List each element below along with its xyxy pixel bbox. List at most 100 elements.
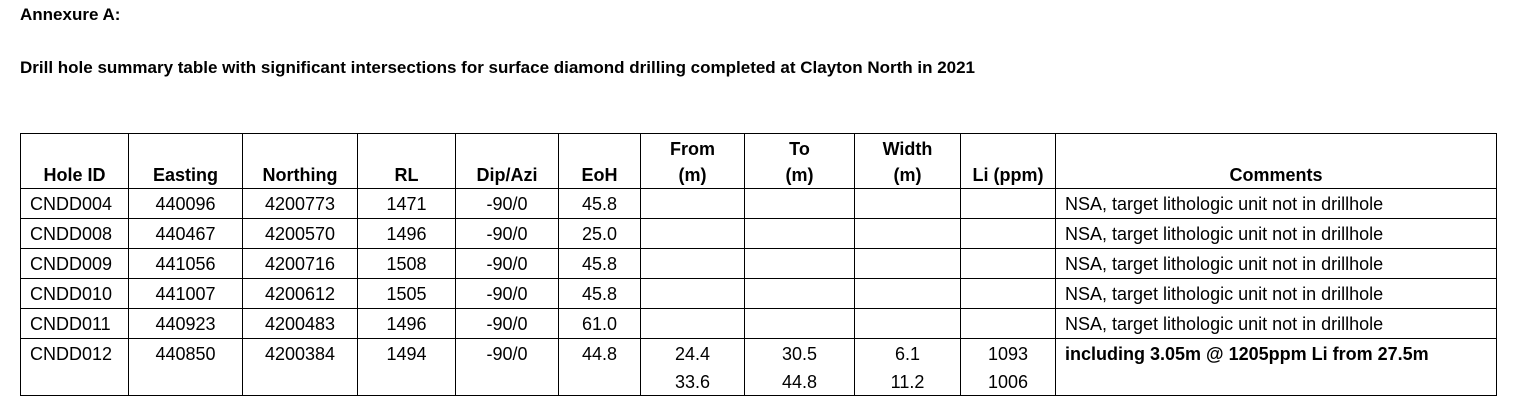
cell-to: 44.8	[744, 368, 855, 396]
cell-dip-azi: -90/0	[455, 218, 559, 249]
cell-from	[640, 308, 745, 339]
cell-northing: 4200716	[242, 248, 358, 279]
cell-width: 11.2	[854, 368, 961, 396]
cell-dip-azi: -90/0	[455, 248, 559, 279]
cell-width: 6.1	[854, 338, 961, 368]
cell-eoh: 45.8	[558, 278, 641, 309]
cell-northing: 4200570	[242, 218, 358, 249]
cell-comments: NSA, target lithologic unit not in drill…	[1055, 248, 1497, 279]
cell-comments: NSA, target lithologic unit not in drill…	[1055, 308, 1497, 339]
cell-width	[854, 248, 961, 279]
header-to-line2: (m)	[785, 165, 814, 185]
cell-eoh: 44.8	[558, 338, 641, 368]
cell-li	[960, 218, 1056, 249]
cell-dip-azi	[455, 368, 559, 396]
cell-eoh: 61.0	[558, 308, 641, 339]
header-northing: Northing	[242, 133, 358, 189]
cell-li: 1006	[960, 368, 1056, 396]
cell-li	[960, 188, 1056, 219]
table-row: CNDD011 440923 4200483 1496 -90/0 61.0 N…	[20, 308, 1497, 339]
table-header-row: Hole ID Easting Northing RL Dip/Azi EoH …	[20, 133, 1497, 189]
header-hole-id: Hole ID	[20, 133, 129, 189]
cell-to	[744, 248, 855, 279]
cell-eoh: 45.8	[558, 248, 641, 279]
cell-comments: NSA, target lithologic unit not in drill…	[1055, 218, 1497, 249]
header-from: From (m)	[640, 133, 745, 189]
cell-width	[854, 218, 961, 249]
cell-eoh: 45.8	[558, 188, 641, 219]
cell-northing	[242, 368, 358, 396]
table-row: CNDD012 440850 4200384 1494 -90/0 44.8 2…	[20, 338, 1497, 368]
header-from-line2: (m)	[678, 165, 707, 185]
cell-comments: NSA, target lithologic unit not in drill…	[1055, 188, 1497, 219]
cell-rl: 1494	[357, 338, 456, 368]
cell-hole-id: CNDD004	[20, 188, 129, 219]
header-to: To (m)	[744, 133, 855, 189]
cell-rl: 1496	[357, 218, 456, 249]
header-eoh: EoH	[558, 133, 641, 189]
cell-width	[854, 278, 961, 309]
header-width: Width (m)	[854, 133, 961, 189]
cell-to	[744, 188, 855, 219]
header-rl: RL	[357, 133, 456, 189]
cell-width	[854, 188, 961, 219]
cell-easting	[128, 368, 243, 396]
cell-from	[640, 248, 745, 279]
cell-hole-id: CNDD010	[20, 278, 129, 309]
cell-easting: 440923	[128, 308, 243, 339]
cell-eoh: 25.0	[558, 218, 641, 249]
cell-easting: 440467	[128, 218, 243, 249]
header-width-line2: (m)	[893, 165, 922, 185]
cell-easting: 441007	[128, 278, 243, 309]
cell-li	[960, 278, 1056, 309]
cell-to	[744, 218, 855, 249]
cell-northing: 4200483	[242, 308, 358, 339]
cell-dip-azi: -90/0	[455, 188, 559, 219]
cell-northing: 4200773	[242, 188, 358, 219]
cell-easting: 440850	[128, 338, 243, 368]
cell-from	[640, 278, 745, 309]
cell-from	[640, 188, 745, 219]
cell-to	[744, 308, 855, 339]
cell-comments: NSA, target lithologic unit not in drill…	[1055, 278, 1497, 309]
cell-dip-azi: -90/0	[455, 278, 559, 309]
cell-dip-azi: -90/0	[455, 308, 559, 339]
cell-eoh	[558, 368, 641, 396]
cell-width	[854, 308, 961, 339]
cell-comments: including 3.05m @ 1205ppm Li from 27.5m	[1055, 338, 1497, 368]
cell-easting: 440096	[128, 188, 243, 219]
table-row: CNDD004 440096 4200773 1471 -90/0 45.8 N…	[20, 188, 1497, 219]
cell-comments	[1055, 368, 1497, 396]
cell-dip-azi: -90/0	[455, 338, 559, 368]
header-width-line1: Width	[882, 139, 933, 159]
cell-rl: 1496	[357, 308, 456, 339]
cell-from	[640, 218, 745, 249]
cell-rl: 1505	[357, 278, 456, 309]
cell-rl	[357, 368, 456, 396]
cell-rl: 1508	[357, 248, 456, 279]
header-dip-azi: Dip/Azi	[455, 133, 559, 189]
header-easting: Easting	[128, 133, 243, 189]
cell-li	[960, 308, 1056, 339]
cell-from: 24.4	[640, 338, 745, 368]
cell-hole-id: CNDD009	[20, 248, 129, 279]
cell-to	[744, 278, 855, 309]
cell-hole-id: CNDD012	[20, 338, 129, 368]
cell-hole-id	[20, 368, 129, 396]
cell-easting: 441056	[128, 248, 243, 279]
header-from-line1: From	[670, 139, 715, 159]
cell-hole-id: CNDD011	[20, 308, 129, 339]
header-comments: Comments	[1055, 133, 1497, 189]
table-row: 33.6 44.8 11.2 1006	[20, 368, 1497, 396]
cell-from: 33.6	[640, 368, 745, 396]
cell-li	[960, 248, 1056, 279]
header-li-ppm: Li (ppm)	[960, 133, 1056, 189]
table-row: CNDD009 441056 4200716 1508 -90/0 45.8 N…	[20, 248, 1497, 279]
header-to-line1: To	[789, 139, 810, 159]
drill-hole-table: Hole ID Easting Northing RL Dip/Azi EoH …	[20, 133, 1497, 396]
annexure-title: Annexure A:	[20, 5, 121, 24]
table-caption: Drill hole summary table with significan…	[20, 58, 976, 77]
cell-northing: 4200612	[242, 278, 358, 309]
cell-to: 30.5	[744, 338, 855, 368]
cell-northing: 4200384	[242, 338, 358, 368]
